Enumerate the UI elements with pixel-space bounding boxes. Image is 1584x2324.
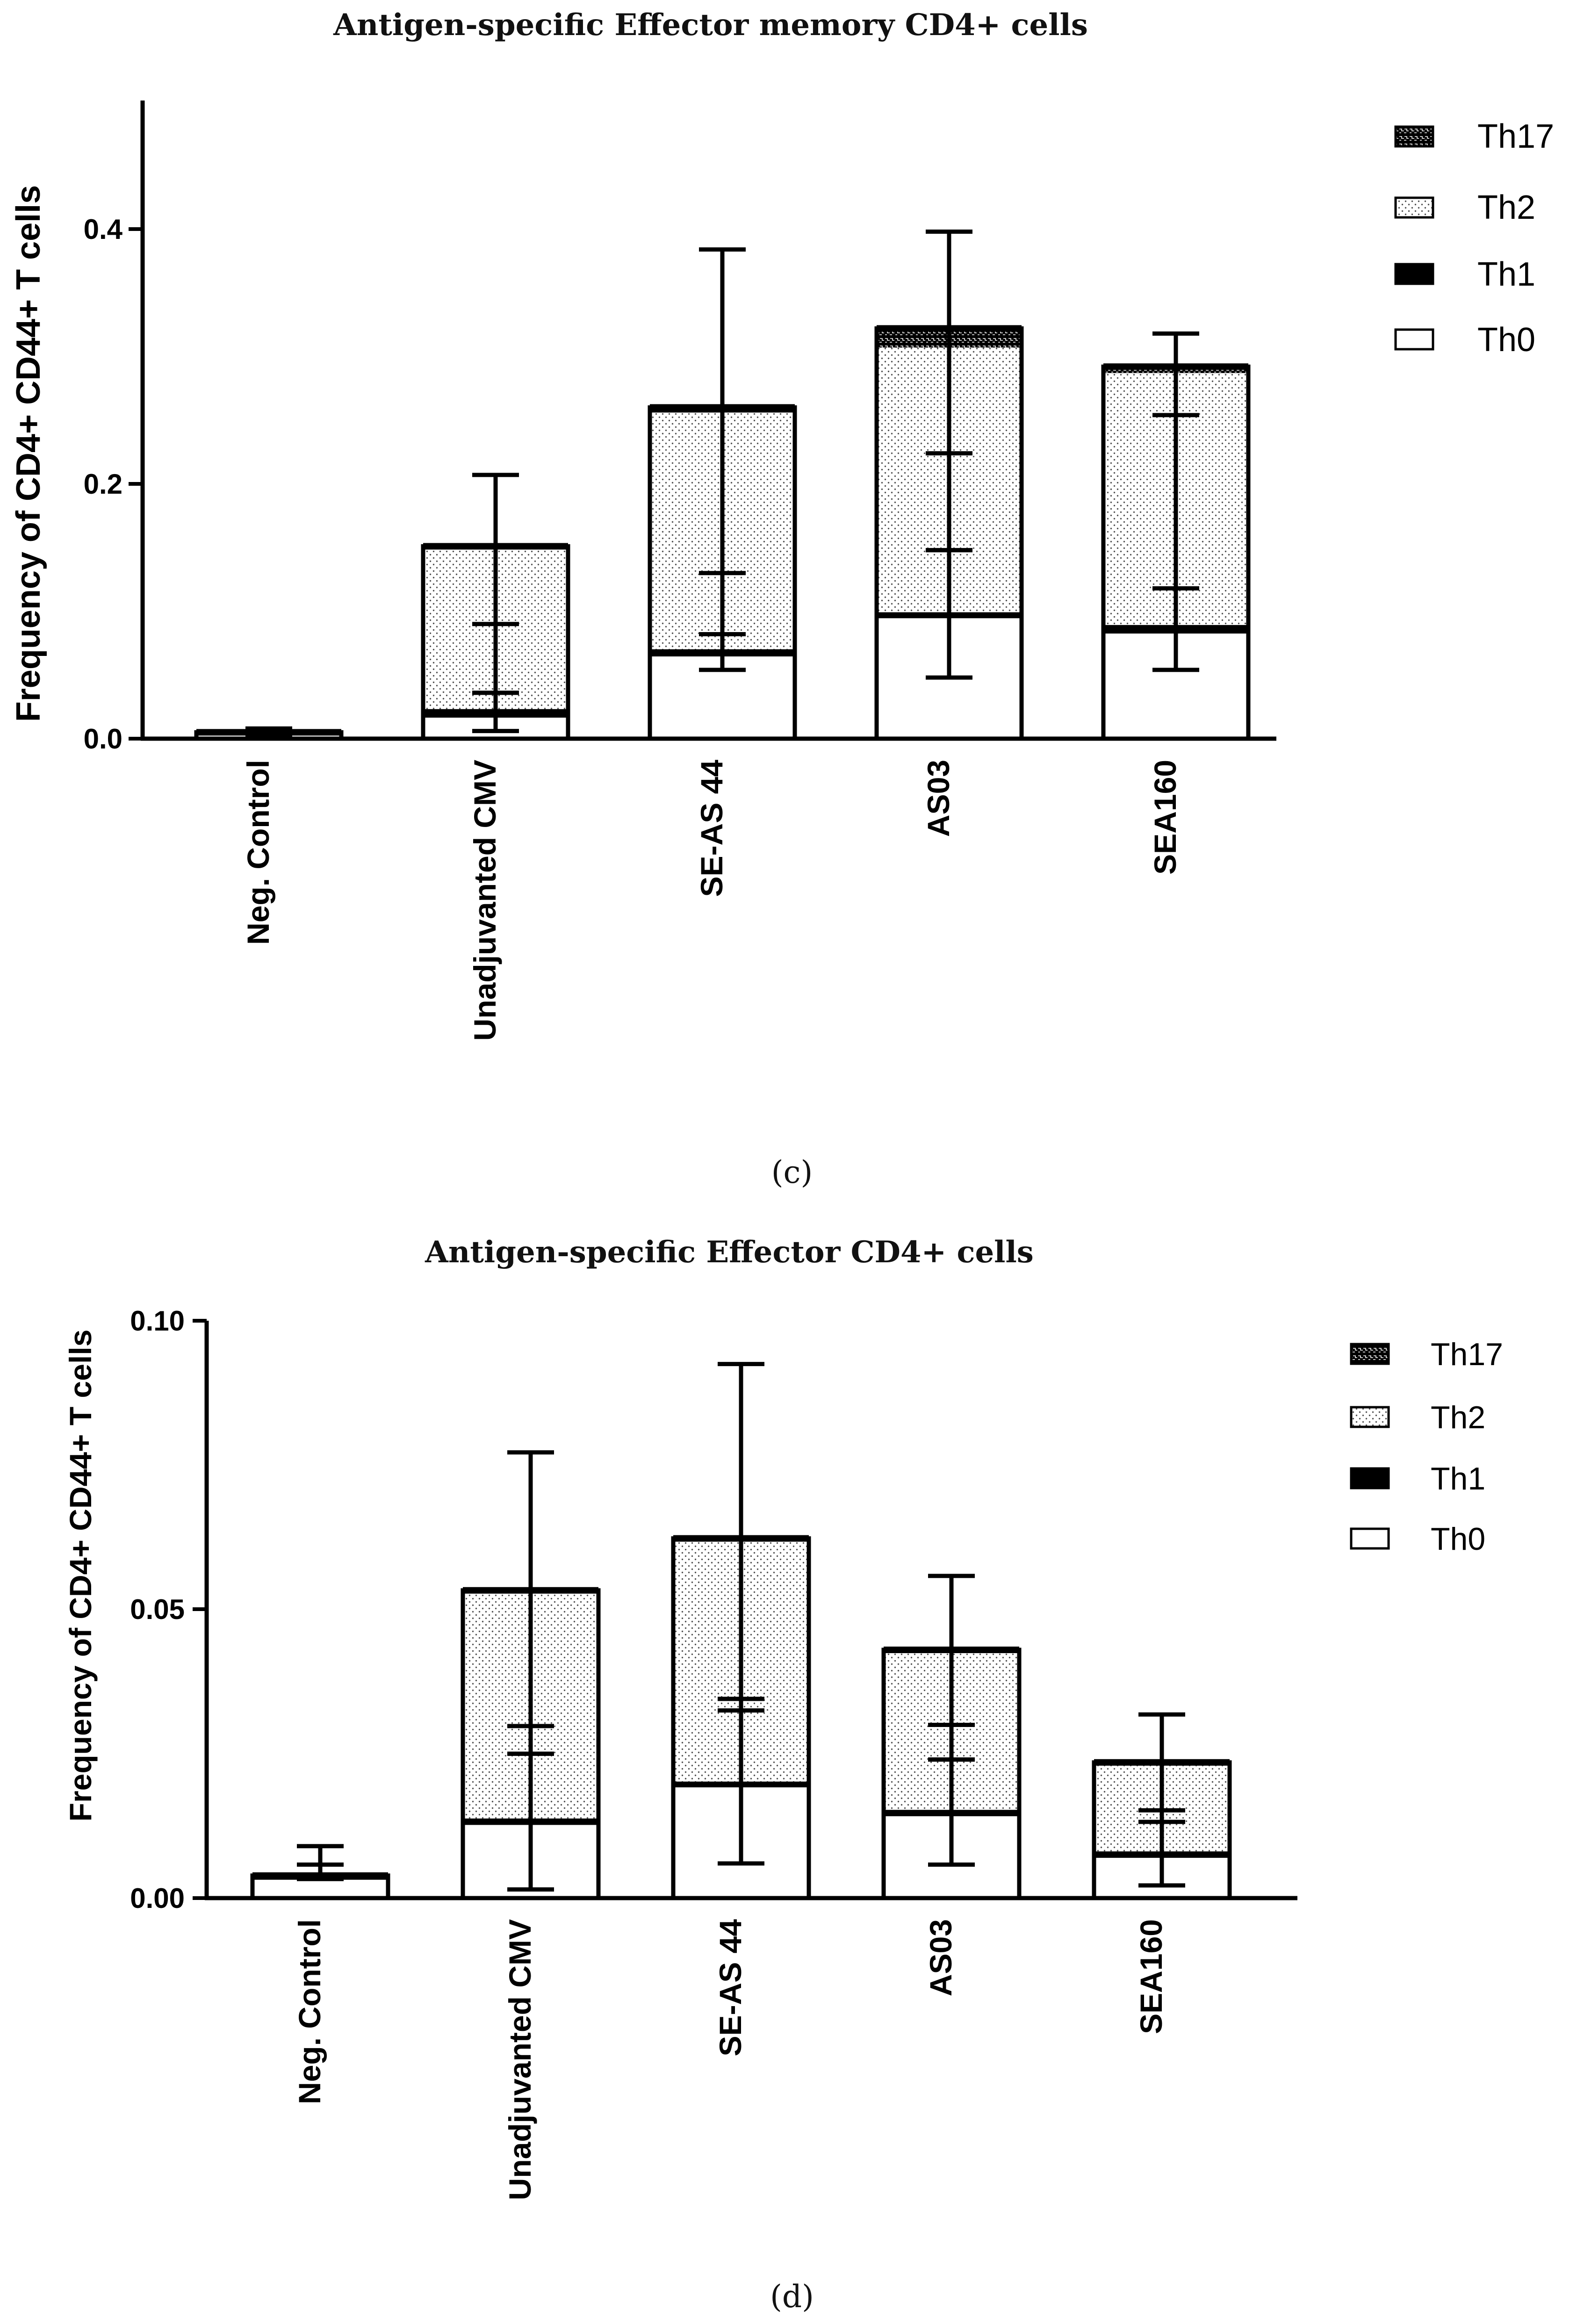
y-tick-d-0: 0.00: [130, 1883, 207, 1914]
x-tick-label-d-4: SEA160: [1134, 1919, 1168, 2034]
legend-label-c-th17: Th17: [1477, 118, 1554, 155]
y-tick-c-0: 0.0: [84, 723, 143, 755]
x-tick-label-c-0: Neg. Control: [241, 760, 275, 945]
legend-label-c-th1: Th1: [1477, 256, 1535, 293]
legend-label-d-th1: Th1: [1431, 1461, 1485, 1497]
x-tick-labels-d: Neg. Control Unadjuvanted CMV SE-AS 44 A…: [292, 1919, 1168, 2201]
y-axis-label-c: Frequency of CD4+ CD44+ T cells: [10, 185, 47, 722]
legend-swatch-c-th1: [1394, 263, 1434, 285]
y-tick-c-2: 0.4: [84, 214, 143, 245]
chart-panel-d: Antigen-specific Effector CD4+ cells Fre…: [63, 1235, 1503, 2315]
y-tick-label-c-1: 0.2: [84, 468, 122, 500]
y-axis-label-d: Frequency of CD4+ CD44+ T cells: [63, 1330, 98, 1822]
x-tick-label-d-1: Unadjuvanted CMV: [503, 1919, 537, 2200]
legend-label-c-th2: Th2: [1477, 189, 1535, 226]
y-ticks-c: 0.0 0.2 0.4: [84, 214, 143, 755]
legend-item-c-th17: Th17: [1394, 118, 1554, 155]
legend-swatch-c-th0: [1394, 328, 1434, 351]
legend-item-d-th0: Th0: [1350, 1521, 1485, 1557]
x-tick-label-c-2: SE-AS 44: [694, 760, 729, 897]
x-tick-label-d-3: AS03: [923, 1919, 958, 1996]
legend-swatch-c-th17: [1394, 125, 1434, 148]
x-tick-label-c-4: SEA160: [1148, 760, 1182, 875]
legend-label-d-th0: Th0: [1431, 1521, 1485, 1557]
legend-label-c-th0: Th0: [1477, 321, 1535, 359]
y-tick-label-d-2: 0.10: [130, 1305, 185, 1337]
y-tick-d-2: 0.10: [130, 1305, 207, 1337]
x-tick-labels-c: Neg. Control Unadjuvanted CMV SE-AS 44 A…: [241, 760, 1182, 1041]
chart-panel-c: Antigen-specific Effector memory CD4+ ce…: [10, 7, 1554, 1190]
legend-item-c-th1: Th1: [1394, 256, 1535, 293]
y-tick-c-1: 0.2: [84, 468, 143, 500]
legend-swatch-d-th0: [1350, 1527, 1390, 1550]
legend-swatch-c-th2: [1394, 196, 1434, 219]
legend-item-c-th0: Th0: [1394, 321, 1535, 359]
chart-title-d: Antigen-specific Effector CD4+ cells: [425, 1235, 1034, 1270]
bar-segment-d-0-th0: [252, 1878, 388, 1898]
y-ticks-d: 0.00 0.05 0.10: [130, 1305, 207, 1914]
panel-caption-d: (d): [770, 2279, 814, 2315]
x-tick-label-d-2: SE-AS 44: [713, 1919, 748, 2057]
panel-caption-c: (c): [771, 1154, 813, 1190]
x-tick-label-d-0: Neg. Control: [292, 1919, 327, 2104]
legend-label-d-th17: Th17: [1431, 1337, 1503, 1372]
error-bars-c: [245, 229, 1199, 737]
legend-d: Th17 Th2 Th1 Th0: [1350, 1337, 1503, 1557]
x-tick-label-c-3: AS03: [921, 760, 956, 837]
y-tick-label-c-0: 0.0: [84, 723, 122, 755]
legend-label-d-th2: Th2: [1431, 1400, 1485, 1435]
legend-swatch-d-th1: [1350, 1467, 1390, 1489]
y-tick-label-d-1: 0.05: [130, 1594, 185, 1625]
y-tick-label-c-2: 0.4: [84, 214, 123, 245]
legend-item-c-th2: Th2: [1394, 189, 1535, 226]
legend-item-d-th17: Th17: [1350, 1337, 1503, 1372]
error-bars-d: [297, 1362, 1185, 1892]
legend-item-d-th1: Th1: [1350, 1461, 1485, 1497]
legend-c: Th17 Th2 Th1 Th0: [1394, 118, 1554, 359]
legend-swatch-d-th17: [1350, 1343, 1390, 1365]
y-tick-d-1: 0.05: [130, 1594, 207, 1625]
x-tick-label-c-1: Unadjuvanted CMV: [468, 760, 502, 1041]
legend-item-d-th2: Th2: [1350, 1400, 1485, 1435]
legend-swatch-d-th2: [1350, 1406, 1390, 1428]
chart-title-c: Antigen-specific Effector memory CD4+ ce…: [333, 7, 1088, 43]
y-tick-label-d-0: 0.00: [130, 1883, 185, 1914]
